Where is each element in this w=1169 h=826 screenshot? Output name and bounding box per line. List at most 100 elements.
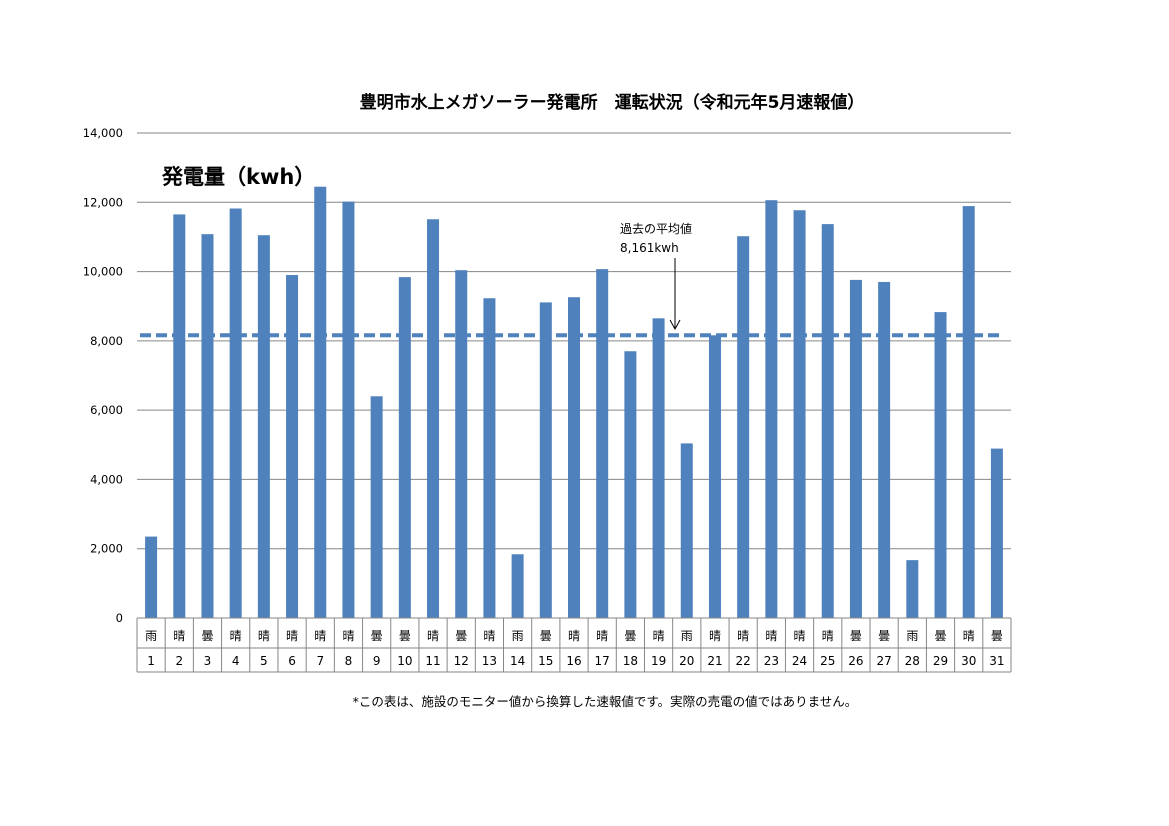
y-axis-label: 発電量（kwh）	[161, 165, 315, 189]
weather-label: 曇	[878, 629, 890, 643]
x-tick-label: 2	[175, 654, 183, 668]
x-tick-label: 3	[204, 654, 212, 668]
weather-label: 曇	[991, 629, 1003, 643]
weather-label: 曇	[201, 629, 213, 643]
y-tick-label: 14,000	[83, 126, 123, 140]
weather-label: 雨	[681, 629, 693, 643]
y-tick-label: 6,000	[90, 403, 123, 417]
x-tick-label: 7	[316, 654, 324, 668]
x-tick-label: 5	[260, 654, 268, 668]
x-tick-label: 21	[707, 654, 722, 668]
bar	[342, 201, 355, 619]
y-tick-label: 8,000	[90, 334, 123, 348]
weather-label: 晴	[230, 629, 242, 643]
bar	[849, 279, 862, 618]
bar	[173, 214, 186, 619]
bar	[737, 236, 750, 618]
y-axis-ticks: 0 2,000 4,000 6,000 8,000 10,000 12,000 14,000	[83, 126, 123, 625]
bar	[596, 269, 609, 618]
x-tick-label: 4	[232, 654, 240, 668]
weather-label: 雨	[145, 629, 157, 643]
y-tick-label: 10,000	[83, 265, 123, 279]
y-tick-label: 4,000	[90, 472, 123, 486]
bar	[511, 554, 524, 618]
bar	[765, 200, 778, 618]
x-tick-label: 30	[961, 654, 976, 668]
weather-label: 曇	[455, 629, 467, 643]
bar	[201, 234, 214, 618]
weather-label: 晴	[483, 629, 495, 643]
weather-label: 曇	[371, 629, 383, 643]
weather-label: 晴	[822, 629, 834, 643]
weather-label: 晴	[963, 629, 975, 643]
weather-label: 曇	[540, 629, 552, 643]
bar	[652, 318, 665, 618]
weather-label: 晴	[765, 629, 777, 643]
bar	[398, 277, 411, 618]
weather-label: 晴	[314, 629, 326, 643]
x-tick-label: 12	[454, 654, 469, 668]
weather-label: 晴	[427, 629, 439, 643]
weather-label: 晴	[286, 629, 298, 643]
x-tick-label: 8	[345, 654, 353, 668]
category-table: 雨 1 晴 2 曇 3 晴 4 晴 5 晴 6 晴 7 晴 8 曇 9 曇 10 晴 11 曇 12 晴 13 雨 14 曇 15 晴 16 晴…	[136, 617, 1012, 673]
bar	[990, 448, 1003, 618]
weather-label: 晴	[173, 629, 185, 643]
x-tick-label: 23	[764, 654, 779, 668]
bar	[370, 396, 383, 618]
weather-label: 曇	[935, 629, 947, 643]
bar	[483, 298, 496, 618]
x-tick-label: 6	[288, 654, 296, 668]
reference-line-group: 過去の平均値 8,161kwh	[140, 221, 1002, 338]
y-tick-label: 12,000	[83, 195, 123, 209]
weather-label: 雨	[512, 629, 524, 643]
x-tick-label: 28	[905, 654, 920, 668]
bar	[821, 224, 834, 618]
x-tick-label: 10	[397, 654, 412, 668]
x-tick-label: 29	[933, 654, 948, 668]
bar	[257, 235, 270, 619]
x-tick-label: 9	[373, 654, 381, 668]
bar	[229, 208, 242, 618]
x-tick-label: 18	[623, 654, 638, 668]
weather-label: 晴	[653, 629, 665, 643]
weather-label: 晴	[258, 629, 270, 643]
bar	[624, 351, 637, 618]
weather-label: 曇	[624, 629, 636, 643]
weather-label: 晴	[342, 629, 354, 643]
x-tick-label: 20	[679, 654, 694, 668]
reference-value-label: 8,161kwh	[620, 241, 679, 255]
x-tick-label: 13	[482, 654, 497, 668]
x-tick-label: 14	[510, 654, 525, 668]
y-tick-label: 2,000	[90, 542, 123, 556]
bar	[934, 312, 947, 618]
x-tick-label: 31	[989, 654, 1004, 668]
weather-label: 晴	[709, 629, 721, 643]
y-tick-label: 0	[116, 611, 123, 625]
x-tick-label: 17	[595, 654, 610, 668]
weather-label: 晴	[737, 629, 749, 643]
weather-label: 雨	[906, 629, 918, 643]
weather-label: 曇	[399, 629, 411, 643]
bars	[145, 186, 1003, 619]
x-tick-label: 22	[736, 654, 751, 668]
x-tick-label: 27	[876, 654, 891, 668]
x-tick-label: 16	[566, 654, 581, 668]
weather-label: 曇	[850, 629, 862, 643]
bar	[878, 281, 891, 618]
weather-label: 晴	[794, 629, 806, 643]
weather-label: 晴	[568, 629, 580, 643]
x-tick-label: 25	[820, 654, 835, 668]
bar	[455, 270, 468, 618]
bar	[793, 210, 806, 618]
bar	[314, 186, 327, 619]
x-tick-label: 26	[848, 654, 863, 668]
bar	[906, 560, 919, 618]
x-tick-label: 15	[538, 654, 553, 668]
bar	[286, 275, 299, 618]
bar	[539, 302, 552, 618]
reference-label: 過去の平均値	[620, 221, 692, 236]
x-tick-label: 24	[792, 654, 807, 668]
footnote: *この表は、施設のモニター値から換算した速報値です。実際の売電の値ではありません…	[353, 694, 858, 709]
